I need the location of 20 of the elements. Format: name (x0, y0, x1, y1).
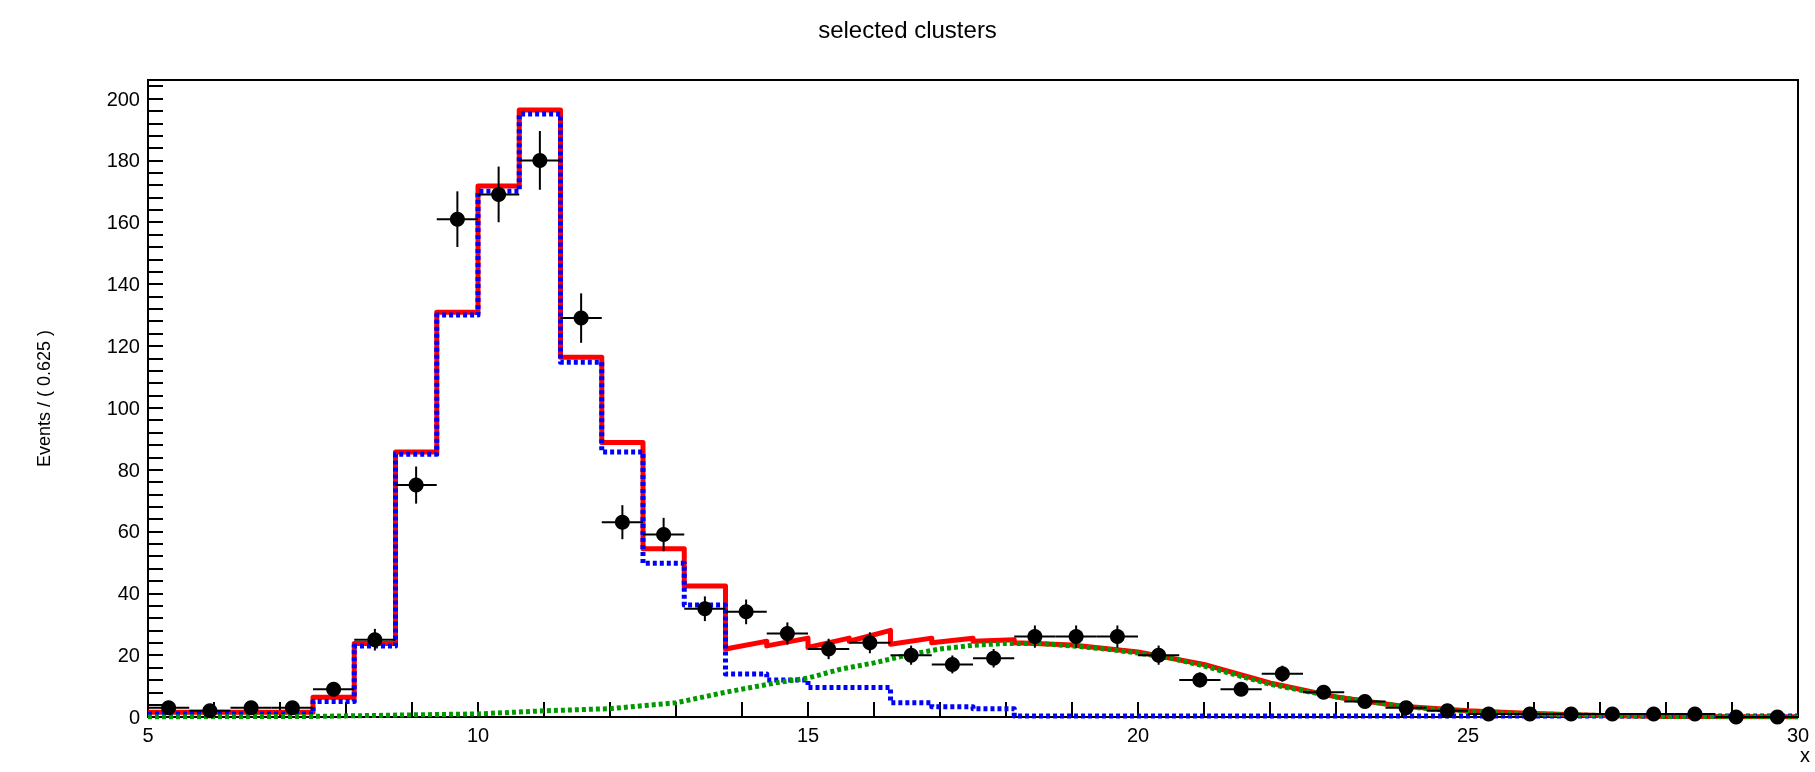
y-tick-label: 60 (117, 520, 140, 543)
y-tick-label: 180 (106, 149, 140, 172)
x-tick-label: 10 (466, 724, 490, 746)
y-tick-label: 160 (106, 211, 140, 234)
x-tick-label: 25 (1456, 724, 1480, 746)
y-tick-label: 100 (106, 396, 140, 419)
x-tick-label: 15 (796, 724, 820, 746)
y-tick-label: 140 (106, 273, 140, 296)
x-tick-label: 5 (142, 724, 154, 746)
y-tick-label: 0 (128, 706, 140, 728)
x-axis-title: x (1800, 744, 1810, 766)
y-tick-label: 120 (106, 334, 140, 357)
y-tick-label: 200 (106, 87, 140, 110)
y-tick-label: 40 (117, 582, 140, 605)
y-tick-label: 80 (117, 458, 140, 481)
y-axis-title: Events / ( 0.625 ) (34, 329, 54, 468)
x-tick-label: 20 (1126, 724, 1150, 746)
chart-title: selected clusters (818, 15, 997, 43)
x-tick-label: 30 (1786, 724, 1810, 746)
y-tick-label: 20 (117, 644, 140, 667)
